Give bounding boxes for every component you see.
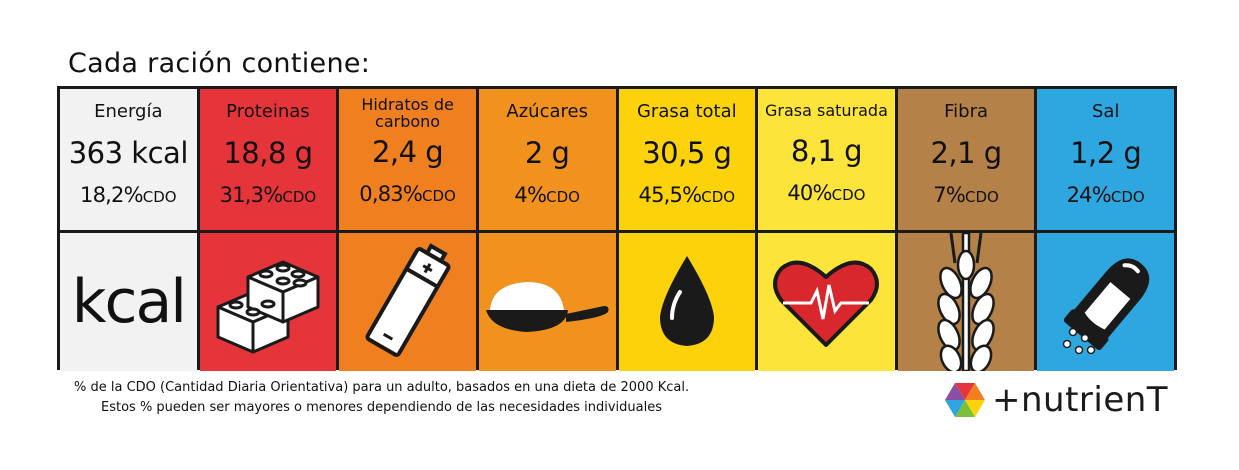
nutrient-amount: 363 kcal	[68, 135, 189, 170]
nutrient-amount: 1,2 g	[1070, 135, 1142, 170]
cdo-unit: CDO	[965, 187, 999, 206]
nutrient-label: Grasa total	[636, 101, 737, 122]
nutrient-label: Proteinas	[226, 101, 310, 122]
cdo-unit: CDO	[282, 187, 317, 206]
nutrient-label: Azúcares	[506, 101, 588, 122]
cdo-percent: 40%	[787, 180, 832, 205]
heart-pulse-icon	[773, 260, 880, 347]
nutrient-label: Fibra	[944, 101, 989, 122]
nutrient-label: Hidratos de carbono	[361, 95, 454, 131]
page-title: Cada ración contiene:	[68, 48, 371, 79]
nutrient-proteinas: Proteinas 18,8 g 31,3%CDO	[199, 89, 337, 371]
hexagon-logo-icon	[945, 383, 985, 417]
kcal-icon-text: kcal	[71, 267, 187, 337]
cdo-unit: CDO	[701, 187, 736, 206]
footnote: % de la CDO (Cantidad Diaria Orientativa…	[74, 378, 689, 418]
brand-name: +nutrienT	[992, 380, 1169, 420]
nutrient-amount: 8,1 g	[790, 133, 863, 168]
nutrient-cdo: 40%CDO	[787, 181, 865, 205]
cdo-percent: 18,2%	[80, 182, 144, 207]
sugar-spoon-icon	[486, 282, 609, 332]
footnote-line-2: Estos % pueden ser mayores o menores dep…	[101, 400, 662, 415]
nutrient-cdo: 45,5%CDO	[639, 183, 736, 207]
nutrient-fibra: Fibra 2,1 g 7%CDO	[897, 89, 1035, 371]
nutrient-sal: Sal 1,2 g 24%CDO	[1037, 89, 1174, 371]
footnote-line-1: % de la CDO (Cantidad Diaria Orientativa…	[74, 380, 690, 395]
brand-logo: +nutrienT	[944, 380, 1168, 420]
wheat-icon	[937, 233, 995, 371]
nutrient-cdo: 7%CDO	[933, 183, 999, 207]
nutrient-label: Energía	[94, 101, 163, 122]
nutrient-amount: 18,8 g	[223, 135, 313, 170]
nutrient-amount: 2,4 g	[371, 134, 444, 169]
nutrient-azucares: Azúcares 2 g 4%CDO	[478, 89, 616, 371]
nutrient-cdo: 31,3%CDO	[220, 183, 317, 207]
nutrient-label: Sal	[1091, 101, 1120, 122]
nutrient-cdo: 18,2%CDO	[80, 183, 177, 207]
cdo-unit: CDO	[142, 187, 177, 206]
nutrient-hidratos: Hidratos de carbono 2,4 g 0,83%CDO	[339, 89, 476, 371]
nutrition-table: Energía 363 kcal 18,2%CDO kcal Proteinas…	[57, 86, 1177, 371]
cdo-percent: 45,5%	[638, 182, 703, 207]
cdo-unit: CDO	[831, 185, 866, 204]
cdo-unit: CDO	[1110, 187, 1145, 206]
nutrient-grasa-total: Grasa total 30,5 g 45,5%CDO	[618, 89, 756, 371]
nutrient-cdo: 0,83%CDO	[359, 182, 456, 206]
nutrient-grasa-saturada: Grasa saturada 8,1 g 40%CDO	[758, 89, 895, 371]
oil-drop-icon	[659, 256, 714, 346]
battery-icon	[365, 243, 451, 357]
cdo-percent: 31,3%	[219, 182, 284, 207]
nutrient-amount: 30,5 g	[642, 135, 732, 170]
kcal-icon: kcal	[60, 233, 197, 371]
lego-bricks-icon	[216, 260, 320, 354]
cdo-unit: CDO	[422, 186, 456, 205]
cdo-unit: CDO	[546, 187, 580, 206]
nutrient-amount: 2,1 g	[930, 135, 1002, 170]
cdo-percent: 4%	[514, 182, 547, 207]
nutrient-label: Grasa saturada	[764, 101, 888, 120]
cdo-percent: 7%	[933, 182, 966, 207]
nutrient-cdo: 4%CDO	[514, 183, 580, 207]
nutrient-amount: 2 g	[524, 135, 570, 170]
cdo-percent: 0,83%	[359, 181, 423, 206]
nutrient-energia: Energía 363 kcal 18,2%CDO kcal	[60, 89, 197, 371]
salt-shaker-icon	[1062, 258, 1149, 355]
cdo-percent: 24%	[1066, 182, 1112, 207]
nutrient-cdo: 24%CDO	[1067, 183, 1145, 207]
